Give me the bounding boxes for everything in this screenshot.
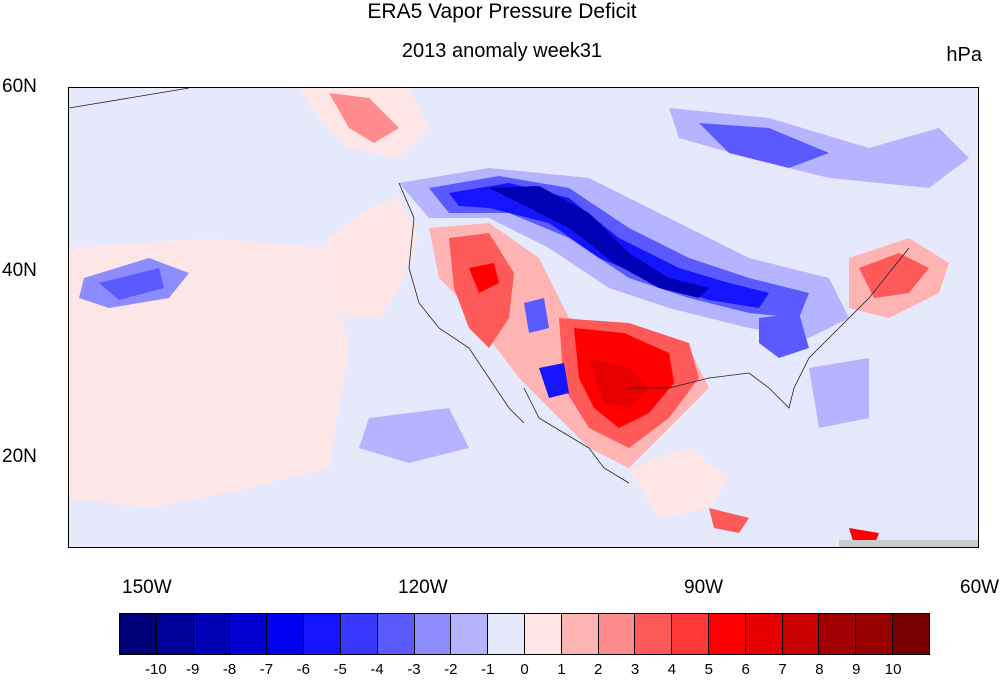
colorbar-tick-label: 4 — [667, 661, 677, 678]
anomaly-region — [469, 263, 499, 293]
colorbar-box — [745, 614, 783, 654]
colorbar-tick-label: -5 — [333, 661, 347, 678]
colorbar-tick-label: -8 — [222, 661, 237, 678]
colorbar-box — [230, 614, 268, 654]
anomaly-region — [539, 363, 569, 398]
colorbar-tick-label: -2 — [444, 661, 458, 678]
lat-label-60n: 60N — [2, 76, 37, 97]
colorbar — [119, 613, 930, 655]
colorbar-box — [635, 614, 673, 654]
map-subtitle: 2013 anomaly week31 — [401, 40, 603, 62]
colorbar-tick-label: 3 — [630, 661, 640, 678]
anomaly-region — [809, 358, 869, 428]
colorbar-box — [377, 614, 415, 654]
colorbar-box — [819, 614, 857, 654]
anomaly-region — [859, 253, 929, 298]
colorbar-box — [488, 614, 525, 654]
colorbar-box — [340, 614, 378, 654]
colorbar-box — [856, 614, 894, 654]
anomaly-region — [319, 198, 419, 318]
lat-label-40n: 40N — [2, 260, 37, 281]
colorbar-tick-label: 1 — [557, 661, 566, 678]
colorbar-box — [193, 614, 231, 654]
colorbar-box — [561, 614, 599, 654]
colorbar-tick-label: -6 — [296, 661, 310, 678]
colorbar-box — [709, 614, 746, 654]
anomaly-region — [709, 508, 749, 533]
colorbar-box — [120, 614, 157, 654]
anomaly-region — [489, 186, 709, 298]
anomaly-region — [839, 540, 978, 547]
colorbar-tick-label: -7 — [259, 661, 274, 678]
anomaly-field — [69, 88, 978, 547]
colorbar-tick-label: 6 — [741, 661, 750, 678]
colorbar-tick-label: 9 — [852, 661, 861, 678]
colorbar-tick-label: 10 — [884, 661, 902, 678]
colorbar-box — [524, 614, 562, 654]
colorbar-box — [893, 614, 929, 654]
colorbar-box — [267, 614, 305, 654]
colorbar-box — [782, 614, 820, 654]
colorbar-box — [304, 614, 341, 654]
coastline — [69, 88, 190, 109]
colorbar-tick-label: -4 — [370, 661, 384, 678]
anomaly-region — [589, 358, 649, 408]
lon-label-90w: 90W — [684, 577, 724, 598]
lon-label-120w: 120W — [398, 577, 448, 598]
map-title: ERA5 Vapor Pressure Deficit — [367, 0, 637, 23]
anomaly-region — [629, 448, 729, 518]
anomaly-region — [759, 313, 809, 358]
colorbar-tick-label: 8 — [815, 661, 824, 678]
colorbar-tick-label: 2 — [594, 661, 603, 678]
colorbar-tick-label: -9 — [186, 661, 200, 678]
anomaly-region — [524, 298, 549, 333]
lat-label-20n: 20N — [2, 446, 37, 467]
anomaly-region — [669, 108, 969, 188]
colorbar-tick-label: -3 — [407, 661, 421, 678]
colorbar-box — [156, 614, 194, 654]
colorbar-tick-label: -10 — [145, 661, 167, 678]
colorbar-tick-label: 5 — [704, 661, 713, 678]
anomaly-region — [99, 268, 164, 300]
anomaly-region — [329, 93, 399, 143]
anomaly-region — [359, 408, 469, 463]
units-label: hPa — [946, 44, 982, 66]
colorbar-box — [451, 614, 489, 654]
colorbar-box — [672, 614, 709, 654]
lon-label-150w: 150W — [122, 577, 172, 598]
anomaly-region — [699, 123, 829, 168]
lon-label-60w: 60W — [960, 577, 1000, 598]
colorbar-box — [414, 614, 452, 654]
colorbar-tick-label: -1 — [480, 661, 495, 678]
anomaly-region — [69, 238, 349, 508]
colorbar-box — [598, 614, 636, 654]
coastline — [398, 182, 630, 484]
colorbar-tick-label: 0 — [520, 661, 529, 678]
coastline — [629, 247, 910, 409]
map-panel — [68, 87, 979, 548]
colorbar-tick-label: 7 — [778, 661, 787, 678]
